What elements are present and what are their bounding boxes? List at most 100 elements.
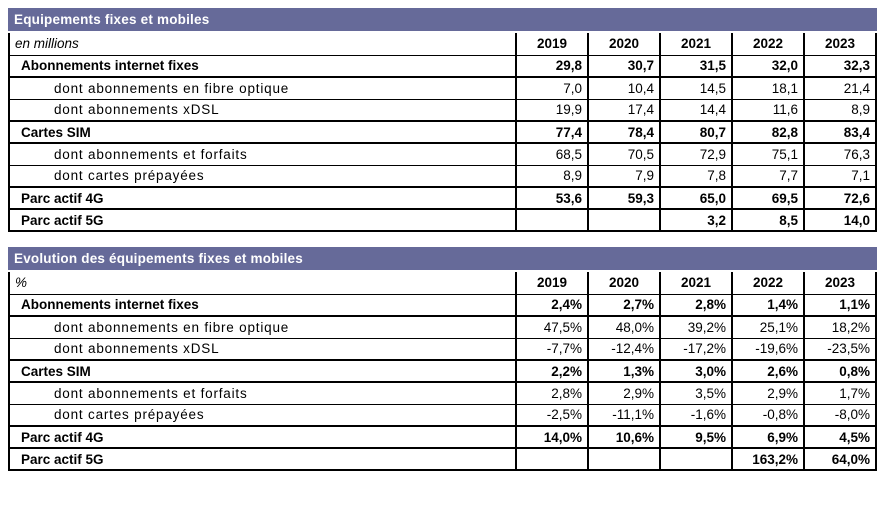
value-cell: 83,4 [804, 121, 877, 144]
value-cell: 14,4 [660, 99, 733, 122]
value-cell [516, 209, 589, 232]
data-table: en millions 2019 2020 2021 2022 2023 Abo… [8, 33, 877, 232]
table-row: Parc actif 4G 14,0% 10,6% 9,5% 6,9% 4,5% [9, 426, 877, 449]
year-header: 2023 [804, 272, 877, 295]
value-cell: 76,3 [804, 143, 877, 166]
row-label: Abonnements internet fixes [9, 55, 517, 78]
value-cell: 7,9 [588, 165, 661, 188]
value-cell: 77,4 [516, 121, 589, 144]
table-row: dont abonnements et forfaits 2,8% 2,9% 3,5%… [9, 382, 877, 405]
table-body: Abonnements internet fixes 2,4% 2,7% 2,8% 1,… [9, 294, 877, 471]
row-label: dont abonnements en fibre optique [9, 316, 517, 339]
table-row: dont abonnements et forfaits 68,5 70,5 72,9… [9, 143, 877, 166]
year-header: 2020 [588, 272, 661, 295]
value-cell: -19,6% [732, 338, 805, 361]
row-label: Parc actif 5G [9, 448, 517, 471]
value-cell: 11,6 [732, 99, 805, 122]
value-cell: 48,0% [588, 316, 661, 339]
table-row: Parc actif 4G 53,6 59,3 65,0 69,5 72,6 [9, 187, 877, 210]
value-cell [516, 448, 589, 471]
year-header: 2021 [660, 33, 733, 56]
value-cell: 8,9 [516, 165, 589, 188]
year-header: 2022 [732, 33, 805, 56]
value-cell: -8,0% [804, 404, 877, 427]
year-header: 2023 [804, 33, 877, 56]
value-cell: 14,5 [660, 77, 733, 100]
table-row: Cartes SIM 77,4 78,4 80,7 82,8 83,4 [9, 121, 877, 144]
value-cell: 2,4% [516, 294, 589, 317]
value-cell: 8,9 [804, 99, 877, 122]
value-cell: 31,5 [660, 55, 733, 78]
value-cell: 47,5% [516, 316, 589, 339]
value-cell: 32,3 [804, 55, 877, 78]
value-cell: 1,4% [732, 294, 805, 317]
value-cell: 2,8% [516, 382, 589, 405]
value-cell: 32,0 [732, 55, 805, 78]
value-cell: 59,3 [588, 187, 661, 210]
row-label: dont abonnements xDSL [9, 338, 517, 361]
table-title-bar: Evolution des équipements fixes et mobil… [8, 247, 877, 270]
value-cell: 2,7% [588, 294, 661, 317]
year-header: 2019 [516, 272, 589, 295]
row-label: Cartes SIM [9, 360, 517, 383]
table-row: Parc actif 5G 163,2% 64,0% [9, 448, 877, 471]
value-cell: 7,1 [804, 165, 877, 188]
table-row: dont abonnements en fibre optique 7,0 10,4… [9, 77, 877, 100]
table-title: Equipements fixes et mobiles [14, 12, 210, 27]
row-label: Parc actif 4G [9, 426, 517, 449]
value-cell: 18,2% [804, 316, 877, 339]
table-header-row: % 2019 2020 2021 2022 2023 [9, 272, 877, 295]
unit-label: en millions [9, 33, 517, 56]
value-cell: 2,6% [732, 360, 805, 383]
value-cell: 1,1% [804, 294, 877, 317]
year-header: 2022 [732, 272, 805, 295]
value-cell: 69,5 [732, 187, 805, 210]
value-cell: 7,0 [516, 77, 589, 100]
value-cell: 3,0% [660, 360, 733, 383]
value-cell: 9,5% [660, 426, 733, 449]
value-cell: 3,5% [660, 382, 733, 405]
row-label: dont cartes prépayées [9, 404, 517, 427]
data-table-section: Equipements fixes et mobiles en millions… [8, 8, 877, 232]
value-cell: 21,4 [804, 77, 877, 100]
value-cell: 75,1 [732, 143, 805, 166]
value-cell: 1,3% [588, 360, 661, 383]
value-cell: -7,7% [516, 338, 589, 361]
data-table-section: Evolution des équipements fixes et mobil… [8, 247, 877, 471]
value-cell: -11,1% [588, 404, 661, 427]
row-label: Abonnements internet fixes [9, 294, 517, 317]
value-cell: 8,5 [732, 209, 805, 232]
value-cell: 64,0% [804, 448, 877, 471]
value-cell: 29,8 [516, 55, 589, 78]
value-cell: 19,9 [516, 99, 589, 122]
row-label: Parc actif 5G [9, 209, 517, 232]
value-cell: 30,7 [588, 55, 661, 78]
row-label: dont cartes prépayées [9, 165, 517, 188]
value-cell: 2,8% [660, 294, 733, 317]
table-row: dont cartes prépayées -2,5% -11,1% -1,6% -0,… [9, 404, 877, 427]
table-body: Abonnements internet fixes 29,8 30,7 31,5 32… [9, 55, 877, 232]
value-cell: 65,0 [660, 187, 733, 210]
value-cell: 0,8% [804, 360, 877, 383]
page: Equipements fixes et mobiles en millions… [8, 8, 877, 471]
table-header-row: en millions 2019 2020 2021 2022 2023 [9, 33, 877, 56]
value-cell: 14,0% [516, 426, 589, 449]
row-label: dont abonnements en fibre optique [9, 77, 517, 100]
table-title: Evolution des équipements fixes et mobil… [14, 251, 303, 266]
value-cell: -12,4% [588, 338, 661, 361]
value-cell: 2,9% [732, 382, 805, 405]
year-header: 2019 [516, 33, 589, 56]
value-cell: 80,7 [660, 121, 733, 144]
value-cell: 2,9% [588, 382, 661, 405]
table-row: Abonnements internet fixes 29,8 30,7 31,5 32… [9, 55, 877, 78]
value-cell: 4,5% [804, 426, 877, 449]
table-row: Cartes SIM 2,2% 1,3% 3,0% 2,6% 0,8% [9, 360, 877, 383]
value-cell: 72,6 [804, 187, 877, 210]
value-cell: -1,6% [660, 404, 733, 427]
table-row: dont abonnements xDSL -7,7% -12,4% -17,2% -1… [9, 338, 877, 361]
value-cell: 53,6 [516, 187, 589, 210]
value-cell: 6,9% [732, 426, 805, 449]
value-cell: 68,5 [516, 143, 589, 166]
year-header: 2020 [588, 33, 661, 56]
value-cell: 163,2% [732, 448, 805, 471]
